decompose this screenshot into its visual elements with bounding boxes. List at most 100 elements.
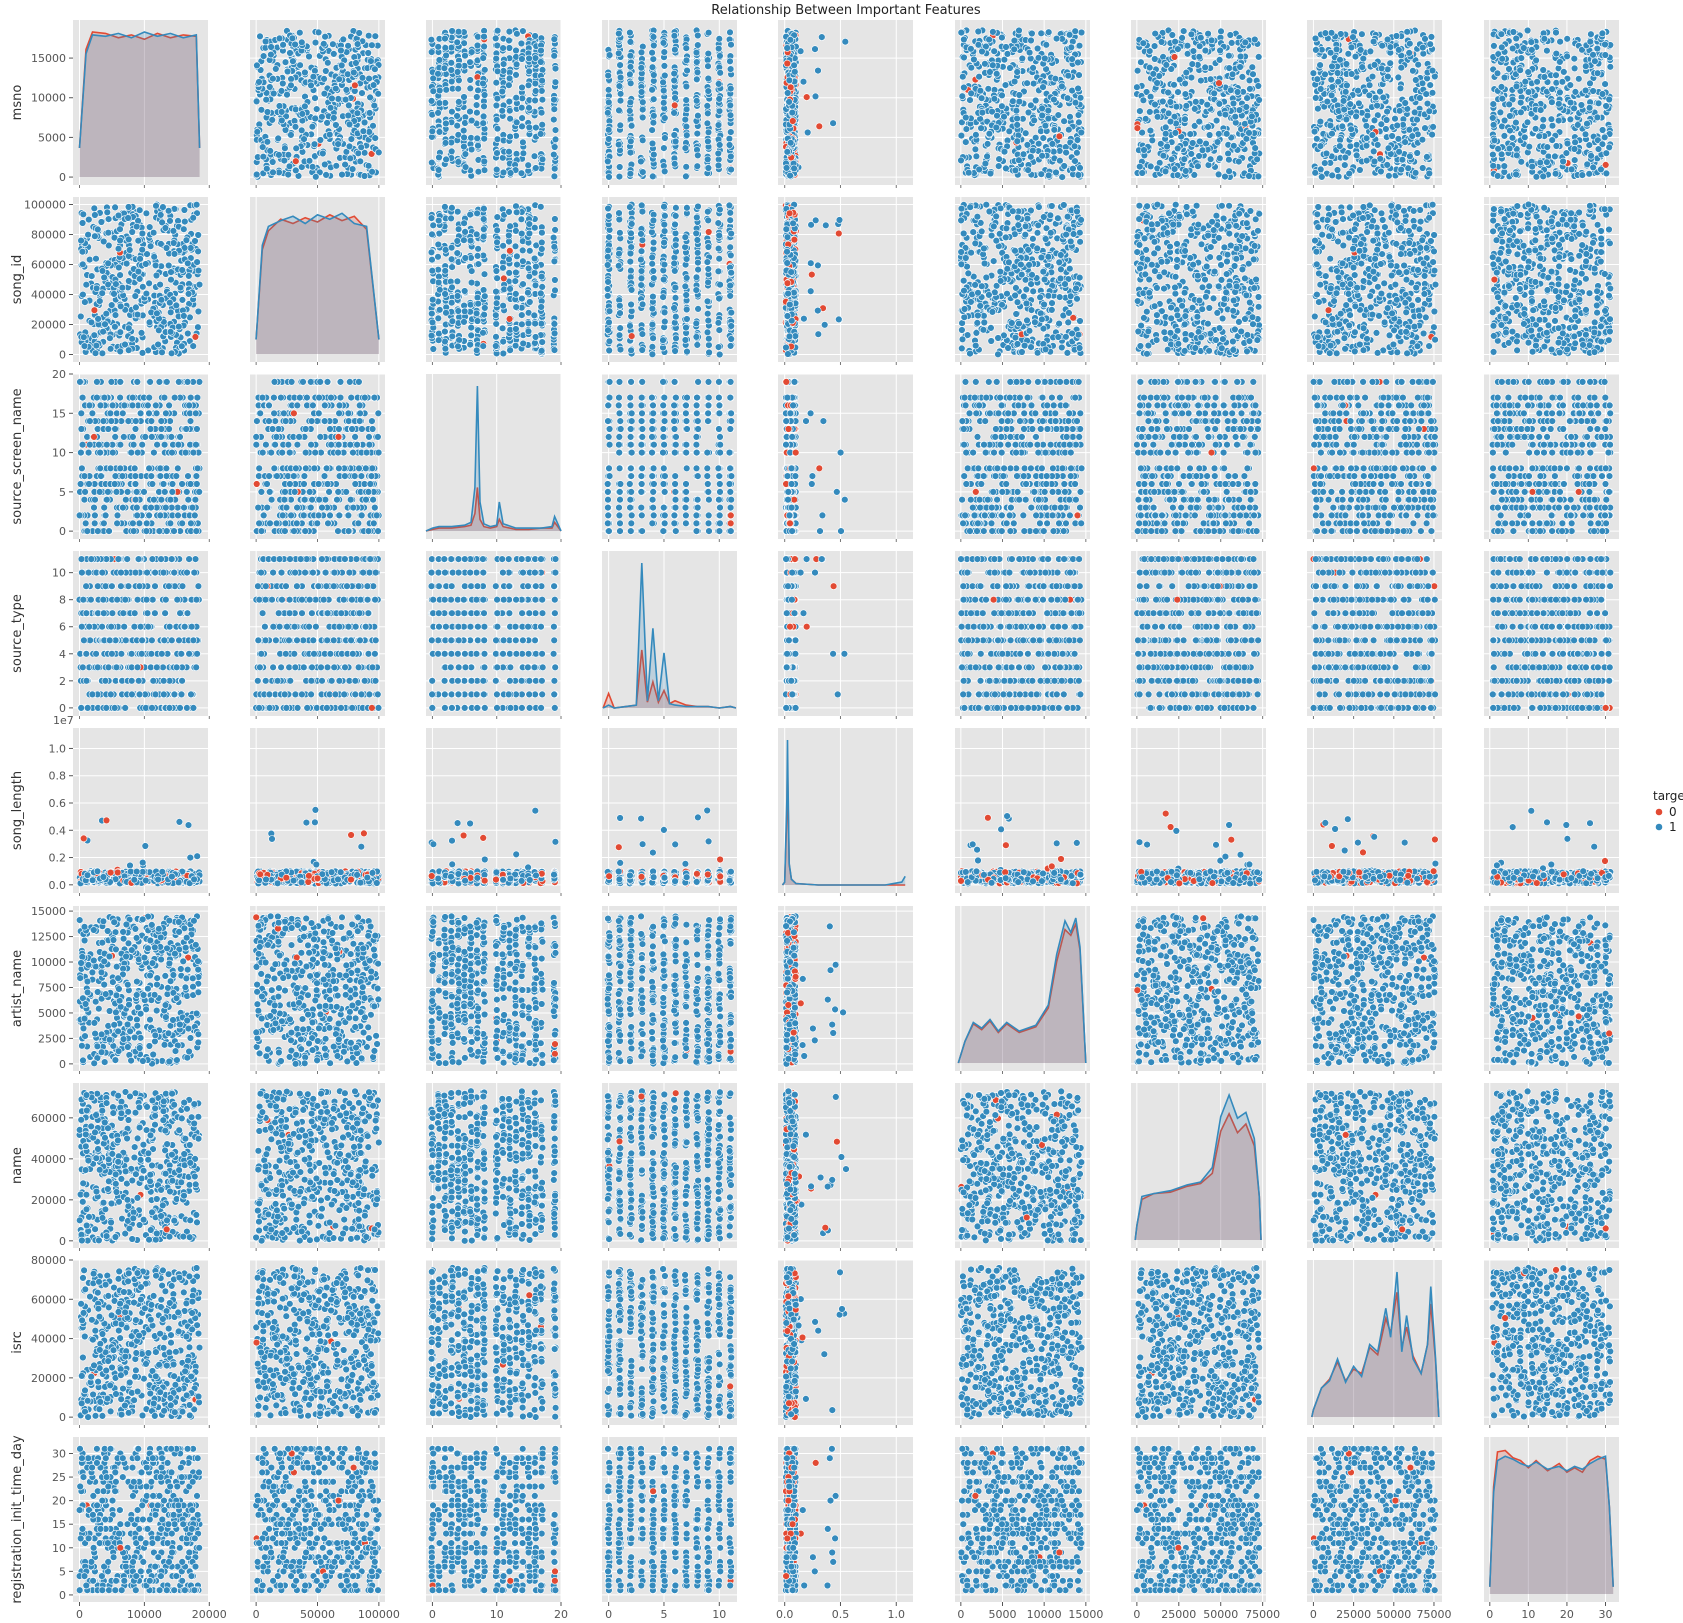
point-target-1 (253, 171, 260, 178)
point-target-1 (436, 129, 443, 136)
point-target-1 (1072, 158, 1079, 165)
point-target-1 (606, 52, 613, 59)
point-target-1 (615, 30, 622, 37)
point-target-1 (1182, 168, 1189, 175)
point-target-1 (1043, 41, 1050, 48)
point-target-1 (519, 95, 526, 102)
point-target-1 (268, 51, 275, 58)
point-target-1 (975, 41, 982, 48)
point-target-1 (1183, 69, 1190, 76)
point-target-1 (1244, 95, 1251, 102)
point-target-1 (1202, 64, 1209, 71)
point-target-1 (683, 45, 690, 52)
point-target-1 (507, 115, 514, 122)
point-target-1 (791, 165, 798, 172)
point-target-1 (1038, 171, 1045, 178)
point-target-1 (370, 122, 377, 129)
point-target-1 (705, 63, 712, 70)
point-target-1 (306, 53, 313, 60)
point-target-1 (326, 131, 333, 138)
point-target-1 (258, 106, 265, 113)
point-target-1 (1016, 98, 1023, 105)
point-target-1 (661, 49, 668, 56)
point-target-1 (526, 104, 533, 111)
point-target-1 (462, 164, 469, 171)
point-target-1 (1067, 113, 1074, 120)
point-target-1 (1045, 172, 1052, 179)
point-target-1 (264, 109, 271, 116)
point-target-1 (1045, 107, 1052, 114)
point-target-1 (1232, 113, 1239, 120)
point-target-1 (976, 73, 983, 80)
point-target-1 (812, 46, 819, 53)
point-target-1 (995, 163, 1002, 170)
point-target-1 (1004, 51, 1011, 58)
point-target-1 (672, 46, 679, 53)
point-target-1 (475, 33, 482, 40)
point-target-1 (323, 172, 330, 179)
point-target-1 (270, 90, 277, 97)
point-target-1 (327, 104, 334, 111)
point-target-1 (357, 158, 364, 165)
point-target-1 (1068, 44, 1075, 51)
point-target-1 (552, 79, 559, 86)
point-target-1 (605, 126, 612, 133)
point-target-1 (650, 151, 657, 158)
point-target-1 (705, 138, 712, 145)
point-target-1 (292, 123, 299, 130)
point-target-1 (1198, 77, 1205, 84)
point-target-1 (288, 82, 295, 89)
point-target-1 (285, 151, 292, 158)
point-target-1 (1010, 98, 1017, 105)
point-target-1 (672, 95, 679, 102)
panel-msno-vs-msno: 050001000015000msno (10, 20, 209, 188)
point-target-1 (462, 151, 469, 158)
point-target-1 (650, 42, 657, 49)
point-target-1 (1075, 59, 1082, 66)
point-target-1 (525, 82, 532, 89)
point-target-1 (461, 134, 468, 141)
point-target-1 (531, 153, 538, 160)
point-target-1 (436, 87, 443, 94)
point-target-1 (285, 171, 292, 178)
point-target-1 (493, 116, 500, 123)
point-target-1 (977, 87, 984, 94)
point-target-1 (455, 99, 462, 106)
point-target-1 (615, 141, 622, 148)
point-target-1 (978, 125, 985, 132)
point-target-1 (1199, 147, 1206, 154)
point-target-1 (1230, 100, 1237, 107)
point-target-1 (684, 67, 691, 74)
point-target-1 (694, 163, 701, 170)
point-target-1 (309, 123, 316, 130)
point-target-1 (996, 156, 1003, 163)
point-target-1 (639, 106, 646, 113)
point-target-1 (1071, 143, 1078, 150)
point-target-0 (1171, 54, 1178, 61)
point-target-1 (369, 42, 376, 49)
point-target-1 (1077, 165, 1084, 172)
point-target-1 (275, 135, 282, 142)
point-target-1 (726, 135, 733, 142)
point-target-1 (263, 96, 270, 103)
point-target-1 (627, 138, 634, 145)
point-target-1 (550, 151, 557, 158)
point-target-1 (683, 83, 690, 90)
point-target-1 (1061, 118, 1068, 125)
point-target-1 (539, 96, 546, 103)
point-target-1 (493, 102, 500, 109)
point-target-1 (1055, 112, 1062, 119)
point-target-1 (499, 107, 506, 114)
point-target-1 (338, 62, 345, 69)
point-target-1 (1205, 124, 1212, 131)
point-target-1 (627, 29, 634, 36)
point-target-1 (604, 109, 611, 116)
point-target-1 (365, 50, 372, 57)
point-target-1 (366, 75, 373, 82)
point-target-1 (671, 110, 678, 117)
point-target-1 (500, 61, 507, 68)
point-target-1 (526, 124, 533, 131)
point-target-1 (539, 77, 546, 84)
point-target-1 (818, 34, 825, 41)
point-target-1 (268, 44, 275, 51)
